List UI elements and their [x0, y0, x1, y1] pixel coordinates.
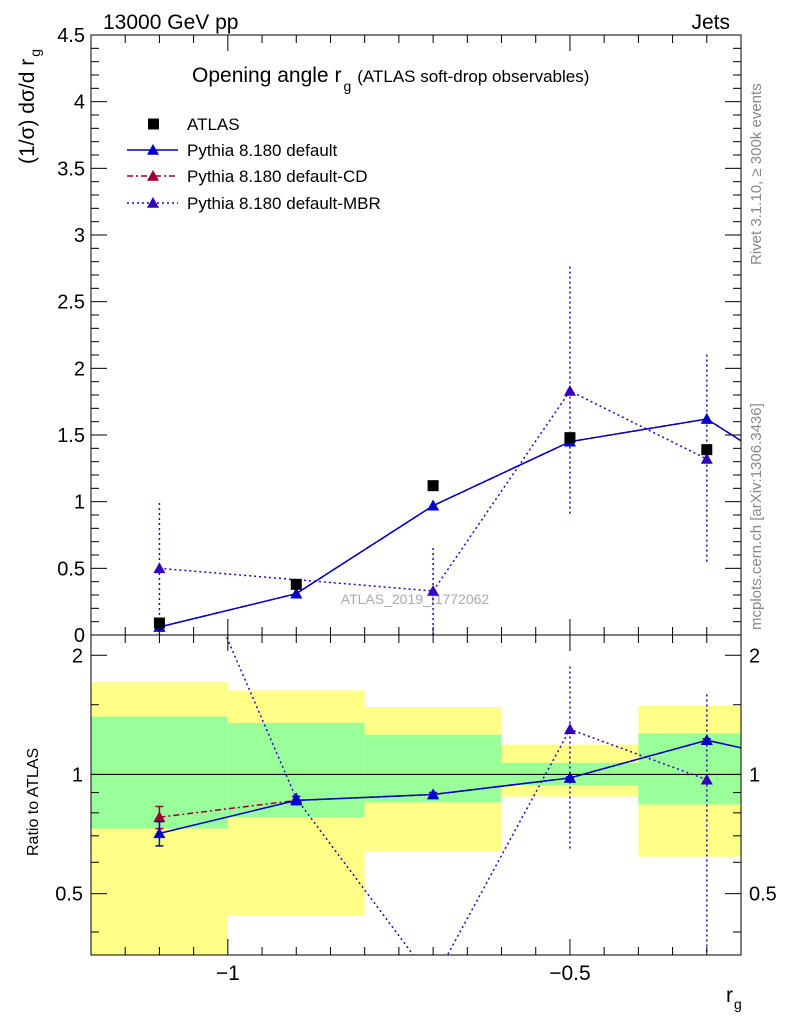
atlas-point	[290, 578, 302, 590]
main-ytick-label: 2.5	[57, 292, 85, 314]
ratio-bands	[91, 682, 786, 955]
main-line-mbr	[159, 390, 708, 592]
main-marker-mbr	[427, 585, 440, 596]
atlas-point	[153, 617, 165, 629]
xlabel-text: r	[726, 984, 733, 1007]
ratio-ytick-label-right: 0.5	[749, 884, 777, 906]
main-marker-mbr	[153, 562, 166, 574]
main-marker-mbr	[563, 385, 576, 396]
legend-label: ATLAS	[187, 115, 240, 134]
ratio-series	[153, 635, 741, 955]
atlas-point	[427, 480, 439, 492]
legend-label: Pythia 8.180 default-CD	[187, 167, 368, 186]
ratio-ylabel: Ratio to ATLAS	[25, 748, 42, 856]
legend-marker	[147, 170, 159, 181]
ratio-marker-cd	[153, 811, 166, 822]
analysis-watermark: ATLAS_2019_I1772062	[341, 591, 490, 607]
ratio-ytick-label: 0.5	[55, 884, 83, 906]
legend-label: Pythia 8.180 default-MBR	[187, 194, 381, 213]
ratio-band-outer	[775, 705, 786, 863]
ratio-marker-default	[563, 771, 576, 783]
ratio-ytick-label-right: 1	[749, 764, 760, 786]
ratio-marker-default	[427, 788, 440, 800]
main-ytick-label: 1	[74, 492, 85, 514]
ratio-line-default	[159, 739, 741, 835]
title-main: Opening angle r	[192, 64, 341, 87]
legend-label: Pythia 8.180 default	[187, 141, 338, 160]
main-ytick-label: 3	[74, 225, 85, 247]
ratio-marker-default	[290, 794, 303, 806]
main-ylabel-text: (1/σ) dσ/d r	[16, 59, 39, 164]
atlas-point	[701, 444, 713, 456]
main-ytick-label: 4	[74, 92, 85, 114]
main-ylabel: (1/σ) dσ/d r g	[16, 49, 43, 164]
ratio-ytick-label-right: 2	[749, 645, 760, 667]
main-marker-default	[427, 499, 440, 511]
main-ytick-label: 4.5	[57, 25, 85, 47]
main-ytick-label: 3.5	[57, 158, 85, 180]
title-extra: (ATLAS soft-drop observables)	[357, 67, 589, 86]
ratio-ytick-label: 2	[72, 645, 83, 667]
title-sub: g	[343, 78, 351, 94]
legend-marker	[147, 144, 159, 155]
main-ytick-label: 1.5	[57, 425, 85, 447]
main-series	[153, 265, 741, 635]
ratio-xtick-label: −1	[216, 962, 240, 985]
ratio-line-mbr	[224, 635, 708, 955]
ratio-marker-mbr	[563, 723, 576, 735]
main-ytick-label: 0.5	[57, 558, 85, 580]
rivet-label: Rivet 3.1.10, ≥ 300k events	[748, 83, 765, 265]
ratio-ytick-label: 1	[72, 764, 83, 786]
main-marker-default	[290, 587, 303, 599]
main-line-default	[159, 418, 741, 628]
ratio-marker-mbr	[700, 773, 713, 785]
mcplots-label: mcplots.cern.ch [arXiv:1306.3436]	[748, 403, 765, 630]
chart-title: Opening angle r g (ATLAS soft-drop observa…	[192, 64, 589, 94]
main-marker-mbr	[700, 453, 713, 464]
atlas-point	[564, 432, 576, 444]
ratio-marker-default	[153, 827, 166, 839]
main-ytick-label: 0	[74, 625, 85, 647]
main-axes: 0 0.5 1 1.5 2 2.5 3 3.5 4 4.5	[57, 25, 742, 647]
main-marker-default	[700, 413, 713, 424]
legend-marker-atlas	[148, 118, 159, 130]
legend-marker	[147, 197, 159, 208]
ratio-axes: 0.5 0.5 1 1 2 2 −1 −0.5	[55, 635, 777, 985]
main-ytick-label: 2	[74, 358, 85, 380]
header-left: 13000 GeV pp	[103, 11, 238, 34]
ratio-xlabel: rg	[726, 984, 742, 1012]
xlabel-sub: g	[734, 996, 742, 1012]
ratio-frame	[90, 634, 742, 956]
header-right: Jets	[691, 11, 730, 34]
ratio-band-inner	[775, 732, 786, 806]
ratio-marker-default	[700, 734, 713, 746]
ratio-xtick-label: −0.5	[549, 962, 590, 985]
legend: ATLAS Pythia 8.180 default Pythia 8.180 de…	[127, 115, 381, 213]
ratio-line-cd	[159, 739, 741, 818]
main-ylabel-sub: g	[27, 49, 43, 57]
